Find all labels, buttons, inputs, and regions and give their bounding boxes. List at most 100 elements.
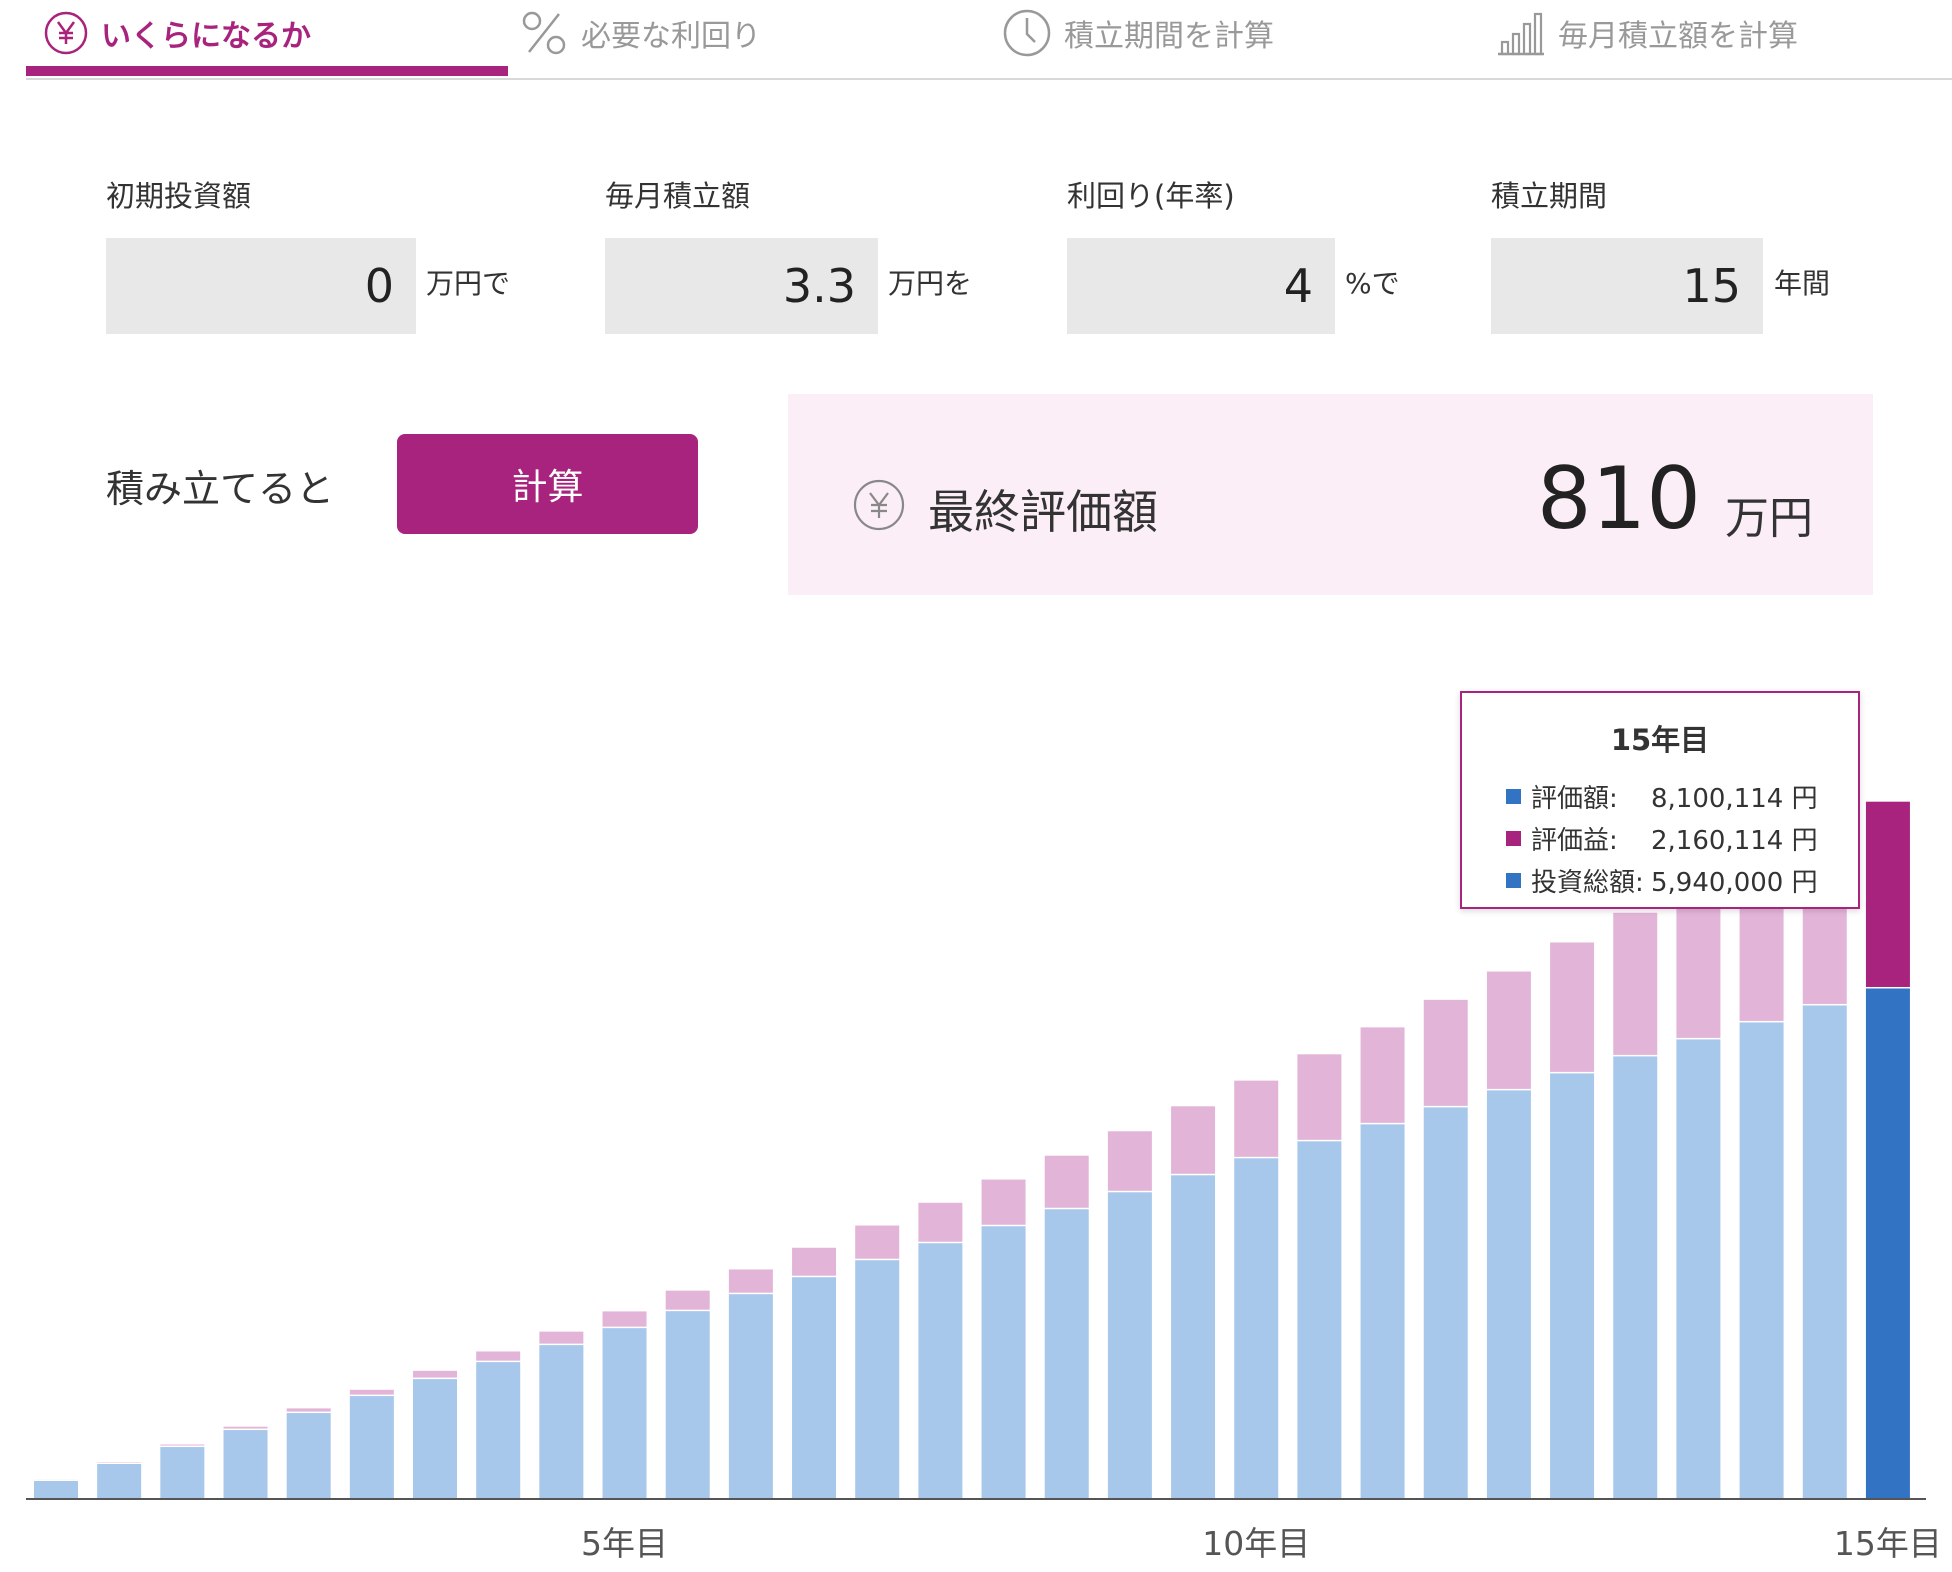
tooltip-title: 15年目 — [1610, 723, 1710, 757]
bar-principal[interactable] — [1865, 988, 1910, 1498]
final-value-number: 810 — [1536, 449, 1701, 549]
clock-icon — [1002, 8, 1052, 58]
tab-ikura[interactable]: いくらになるか — [43, 0, 311, 66]
accumulate-text: 積み立てると — [106, 467, 335, 511]
tooltip-label: 評価額: — [1531, 784, 1618, 814]
initial-investment-label: 初期投資額 — [106, 179, 252, 213]
bar-principal[interactable] — [349, 1396, 394, 1498]
initial-investment-input[interactable]: 0 — [106, 238, 416, 334]
tab-label: 積立期間を計算 — [1064, 19, 1274, 54]
tab-bar: いくらになるか 必要な利回り 積立期間を計算 毎月積立額を計算 — [26, 0, 1952, 80]
tooltip-value: 5,940,000 円 — [1651, 868, 1818, 898]
bar-gain[interactable] — [792, 1247, 837, 1276]
bar-principal[interactable] — [1423, 1107, 1468, 1498]
bar-principal[interactable] — [792, 1277, 837, 1498]
bar-gain[interactable] — [349, 1389, 394, 1395]
period-input[interactable]: 15 — [1491, 238, 1763, 334]
tab-label: 必要な利回り — [581, 19, 761, 54]
tooltip-row-gain: 評価益: 2,160,114 円 — [1506, 820, 1818, 857]
rate-unit: %で — [1345, 267, 1400, 300]
bar-gain[interactable] — [1360, 1027, 1405, 1123]
bar-principal[interactable] — [160, 1447, 205, 1498]
final-value-label: 最終評価額 — [928, 485, 1158, 539]
bar-gain[interactable] — [1423, 999, 1468, 1106]
initial-investment-unit: 万円で — [426, 267, 511, 300]
legend-swatch — [1506, 789, 1521, 804]
bar-gain[interactable] — [413, 1370, 458, 1378]
bar-principal[interactable] — [1297, 1141, 1342, 1498]
monthly-amount-label: 毎月積立額 — [605, 179, 751, 213]
bar-principal[interactable] — [476, 1362, 521, 1498]
bar-principal[interactable] — [1550, 1073, 1595, 1498]
bar-gain[interactable] — [160, 1444, 205, 1446]
bar-principal[interactable] — [602, 1328, 647, 1498]
tooltip-value: 8,100,114 円 — [1651, 784, 1818, 814]
stacked-bar-chart: 5年目 10年目 15年目 — [26, 801, 1942, 1563]
bar-principal[interactable] — [855, 1260, 900, 1498]
bar-principal[interactable] — [539, 1345, 584, 1498]
monthly-amount-unit: 万円を — [888, 267, 973, 300]
rate-label: 利回り(年率) — [1067, 179, 1235, 213]
bar-gain[interactable] — [1613, 912, 1658, 1055]
bar-gain[interactable] — [476, 1351, 521, 1361]
tooltip-label: 評価益: — [1531, 826, 1618, 856]
bar-gain[interactable] — [223, 1426, 268, 1429]
bar-principal[interactable] — [1171, 1175, 1216, 1498]
bar-gain[interactable] — [1107, 1131, 1152, 1191]
tab-label: いくらになるか — [101, 19, 311, 54]
bar-principal[interactable] — [97, 1464, 142, 1498]
bar-chart-icon — [1496, 8, 1546, 58]
final-value-unit: 万円 — [1725, 493, 1813, 544]
bar-gain[interactable] — [1234, 1080, 1279, 1157]
calculate-button[interactable]: 計算 — [397, 434, 698, 534]
bar-gain[interactable] — [1171, 1106, 1216, 1174]
bar-principal[interactable] — [1107, 1192, 1152, 1498]
bar-gain[interactable] — [1865, 801, 1910, 987]
bar-principal[interactable] — [223, 1430, 268, 1498]
tab-period[interactable]: 積立期間を計算 — [1002, 0, 1274, 66]
bar-principal[interactable] — [34, 1481, 78, 1498]
bar-gain[interactable] — [1486, 971, 1531, 1089]
bar-principal[interactable] — [413, 1379, 458, 1498]
bar-principal[interactable] — [286, 1413, 331, 1498]
bar-gain[interactable] — [602, 1311, 647, 1327]
bar-principal[interactable] — [1739, 1022, 1784, 1498]
bar-gain[interactable] — [981, 1179, 1026, 1225]
legend-swatch — [1506, 831, 1521, 846]
chart-tooltip: 15年目 評価額: 8,100,114 円 評価益: 2,160,114 円 投… — [1460, 691, 1860, 909]
bar-gain[interactable] — [1550, 942, 1595, 1072]
bar-principal[interactable] — [728, 1294, 773, 1498]
tab-required-yield[interactable]: 必要な利回り — [519, 0, 761, 66]
bar-gain[interactable] — [855, 1225, 900, 1259]
bar-gain[interactable] — [539, 1331, 584, 1344]
bar-principal[interactable] — [1802, 1005, 1847, 1498]
bar-principal[interactable] — [1676, 1039, 1721, 1498]
yen-circle-icon — [852, 478, 906, 536]
x-tick-label: 5年目 — [581, 1524, 668, 1563]
period-unit: 年間 — [1774, 267, 1831, 300]
tooltip-value: 2,160,114 円 — [1651, 826, 1818, 856]
legend-swatch — [1506, 873, 1521, 888]
bar-gain[interactable] — [1044, 1155, 1089, 1208]
bar-principal[interactable] — [1044, 1209, 1089, 1498]
yen-circle-icon — [43, 10, 89, 56]
tab-monthly[interactable]: 毎月積立額を計算 — [1496, 0, 1798, 66]
bar-principal[interactable] — [1234, 1158, 1279, 1498]
rate-input[interactable]: 4 — [1067, 238, 1335, 334]
bar-gain[interactable] — [728, 1269, 773, 1293]
bar-principal[interactable] — [1613, 1056, 1658, 1498]
bar-gain[interactable] — [1297, 1054, 1342, 1140]
tab-label: 毎月積立額を計算 — [1558, 19, 1798, 54]
monthly-amount-input[interactable]: 3.3 — [605, 238, 878, 334]
result-panel: 最終評価額 810 万円 — [788, 394, 1873, 595]
bar-principal[interactable] — [981, 1226, 1026, 1498]
bar-principal[interactable] — [918, 1243, 963, 1498]
tooltip-label: 投資総額: — [1531, 868, 1644, 898]
bar-gain[interactable] — [286, 1408, 331, 1412]
bar-principal[interactable] — [1360, 1124, 1405, 1498]
bar-gain[interactable] — [918, 1202, 963, 1242]
tooltip-row-principal: 投資総額: 5,940,000 円 — [1506, 862, 1818, 899]
bar-gain[interactable] — [665, 1290, 710, 1310]
bar-principal[interactable] — [1486, 1090, 1531, 1498]
bar-principal[interactable] — [665, 1311, 710, 1498]
